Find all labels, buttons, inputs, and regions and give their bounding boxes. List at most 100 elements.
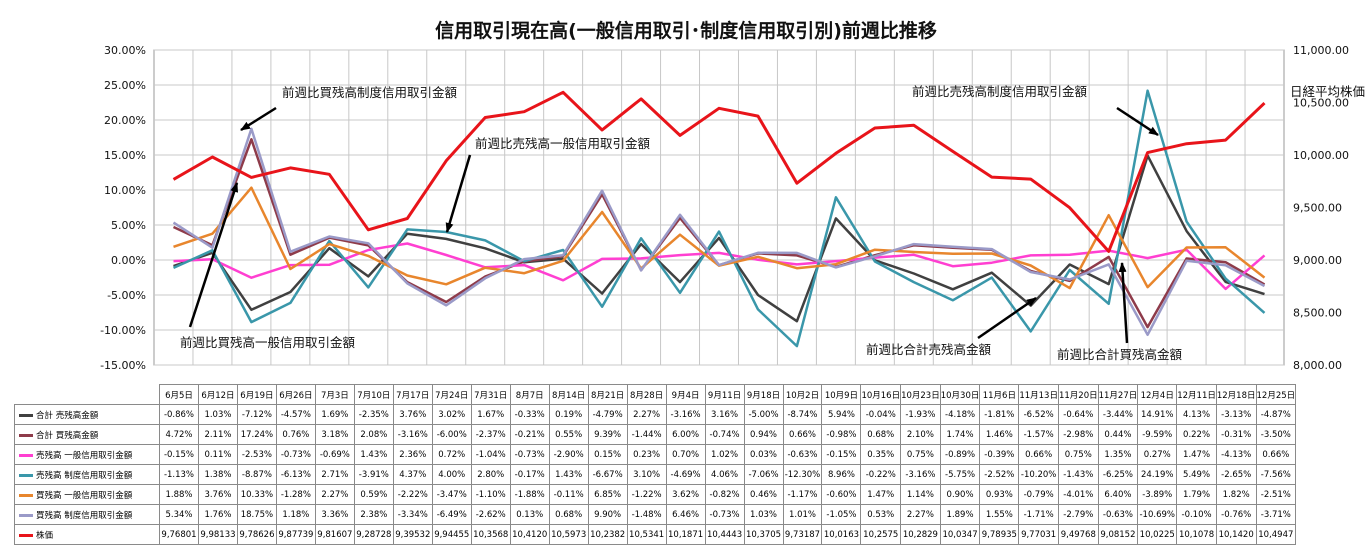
y-tick-label: -15.00% (100, 359, 146, 372)
data-label: 1.74% (939, 424, 981, 445)
data-label: -1.28% (275, 484, 316, 505)
series-name: 株価 (36, 530, 54, 541)
y2-tick-label: 10,500.00 (1293, 97, 1349, 110)
annotation-label: 前週比合計売残高金額 (866, 342, 992, 357)
data-label: -0.15% (821, 444, 862, 465)
data-label: -0.39% (979, 444, 1020, 465)
data-label: -2.37% (470, 424, 511, 445)
y2-tick-label: 9,500.00 (1293, 202, 1342, 215)
data-label: -1.48% (626, 504, 667, 525)
series-name: 合計 売残高金額 (36, 410, 99, 421)
data-label: 2.27% (900, 504, 941, 525)
data-label: 1.82% (1215, 484, 1257, 505)
category-label: 6月5日 (159, 384, 199, 405)
data-label: -1.57% (1018, 424, 1059, 445)
data-label: 9,76801 (159, 524, 199, 545)
annotation-arrow (1118, 262, 1129, 344)
data-label: -0.82% (704, 484, 745, 505)
data-label: -0.73% (509, 444, 550, 465)
data-label: -0.33% (509, 404, 550, 425)
data-label: 3.76% (197, 484, 238, 505)
data-label: 0.19% (548, 404, 589, 425)
category-label: 12月4日 (1137, 384, 1178, 405)
legend-swatch (19, 533, 33, 537)
data-label: 10,5973 (548, 524, 589, 545)
data-label: 9,94455 (431, 524, 472, 545)
data-label: 0.94% (743, 424, 784, 445)
series-legend-cell: 売残高 一般信用取引金額 (14, 444, 160, 465)
data-label: -8.74% (782, 404, 823, 425)
data-label: -7.12% (236, 404, 277, 425)
data-label: 9,73187 (782, 524, 823, 545)
data-label: -1.05% (821, 504, 862, 525)
data-label: -1.17% (782, 484, 823, 505)
category-label: 7月10日 (353, 384, 394, 405)
data-label: 1.03% (197, 404, 238, 425)
data-label: -0.22% (860, 464, 902, 485)
data-label: 10,0225 (1137, 524, 1178, 545)
data-label: -2.22% (392, 484, 433, 505)
data-label: 2.27% (314, 484, 355, 505)
data-label: -2.90% (548, 444, 589, 465)
data-label: 1.18% (275, 504, 316, 525)
annotation-label: 前週比買残高一般信用取引金額 (180, 335, 356, 350)
data-label: -2.65% (1215, 464, 1257, 485)
data-label: 14.91% (1137, 404, 1178, 425)
data-label: -0.98% (821, 424, 862, 445)
data-label: 10,1078 (1176, 524, 1217, 545)
series-line-0 (173, 154, 1265, 323)
data-label: 4.13% (1176, 404, 1217, 425)
data-label: -1.81% (979, 404, 1020, 425)
data-label: 1.43% (353, 444, 394, 465)
data-label: 17.24% (236, 424, 277, 445)
data-label: 0.66% (1255, 444, 1297, 465)
category-label: 9月11日 (704, 384, 745, 405)
data-label: 8.96% (821, 464, 862, 485)
data-label: -0.63% (1097, 504, 1139, 525)
data-label: -7.06% (743, 464, 784, 485)
data-label: -10.69% (1137, 504, 1178, 525)
data-label: 0.55% (548, 424, 589, 445)
data-label: -2.51% (1255, 484, 1297, 505)
data-label: -4.87% (1255, 404, 1297, 425)
data-label: -2.35% (353, 404, 394, 425)
series-line-5 (172, 127, 1266, 337)
data-label: -4.18% (939, 404, 981, 425)
data-label: -0.63% (782, 444, 823, 465)
data-label: 10,0347 (939, 524, 981, 545)
data-label: 1.89% (939, 504, 981, 525)
data-label: 9,87739 (275, 524, 316, 545)
table-header-row: 6月5日 6月12日 6月19日 6月26日 7月3日 7月10日 7月17日 7月24日 7月… (14, 384, 1297, 405)
data-label: -1.44% (626, 424, 667, 445)
data-label: -6.00% (431, 424, 472, 445)
data-label: -2.98% (1057, 424, 1099, 445)
annotation-label: 前週比買残高制度信用取引金額 (282, 85, 458, 100)
data-label: 9,28728 (353, 524, 394, 545)
data-label: -3.91% (353, 464, 394, 485)
data-label: 0.68% (860, 424, 902, 445)
data-label: 4.72% (159, 424, 199, 445)
series-legend-cell: 合計 売残高金額 (14, 404, 160, 425)
legend-swatch (19, 433, 33, 437)
y-tick-label: 0.00% (111, 254, 146, 267)
data-label: 0.27% (1137, 444, 1178, 465)
data-label: -7.56% (1255, 464, 1297, 485)
category-label: 11月20日 (1057, 384, 1099, 405)
data-label: 0.03% (743, 444, 784, 465)
data-label: 0.75% (900, 444, 941, 465)
y2-tick-label: 10,000.00 (1293, 149, 1349, 162)
data-label: -6.67% (587, 464, 628, 485)
table-row: 売残高 制度信用取引金額 -1.13% 1.38% -8.87% -6.13% 2.71%… (14, 464, 1297, 485)
data-label: -0.86% (159, 404, 199, 425)
annotation-arrow (188, 182, 239, 328)
data-label: -0.15% (159, 444, 199, 465)
data-label: 4.37% (392, 464, 433, 485)
data-label: -2.53% (236, 444, 277, 465)
y-tick-label: -10.00% (100, 324, 146, 337)
data-label: 2.08% (353, 424, 394, 445)
category-label: 7月17日 (392, 384, 433, 405)
data-label: -3.16% (900, 464, 941, 485)
data-label: -6.49% (431, 504, 472, 525)
series-legend-cell: 株価 (14, 524, 160, 545)
data-label: 0.75% (1057, 444, 1099, 465)
